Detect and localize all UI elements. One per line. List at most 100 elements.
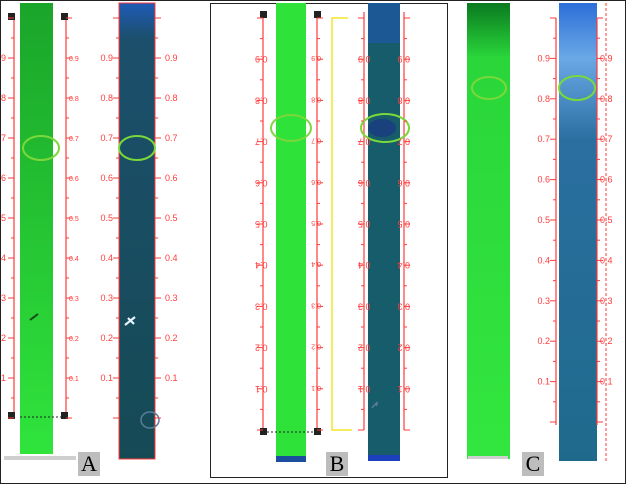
scale-label: 0.2	[600, 336, 613, 346]
scale-label: 0.1	[537, 377, 550, 387]
scale-label: 0.8	[358, 95, 371, 105]
scale-label: 0.2	[397, 343, 410, 353]
scale-label: 0.3	[600, 296, 613, 306]
scale-label: 0.4	[600, 255, 613, 265]
panel-label-c: C	[522, 452, 544, 476]
scale-label: 0.9	[69, 56, 79, 63]
scale-label: 0.6	[100, 173, 113, 183]
panel-b-spot-ring-green	[270, 114, 312, 142]
panel-c-spot-ring-uv	[558, 75, 596, 101]
scale-label: 0.4	[537, 255, 550, 265]
scale-label: 0.3	[537, 296, 550, 306]
panel-a-spot-ring-uv	[118, 135, 156, 161]
panel-c-strip-uv	[559, 3, 597, 461]
scale-label: 0.4	[69, 256, 79, 263]
scale-label: 0.4	[358, 260, 371, 270]
scale-label: 0.5	[397, 219, 410, 229]
scale-label: 0.2	[311, 343, 321, 350]
panel-b-spot-ring-uv	[360, 113, 410, 143]
scale-label: 0.7	[255, 137, 268, 147]
scale-label: 0.4	[100, 253, 113, 263]
scale-label: 0.3	[69, 296, 79, 303]
scale-label: 0.7	[311, 137, 321, 144]
scale-label: 0.8	[165, 93, 178, 103]
scale-label: 0.1	[100, 373, 113, 383]
panel-c-strip-green	[467, 3, 510, 459]
scale-label: 0.6	[311, 178, 321, 185]
scale-label: 0.3	[165, 293, 178, 303]
panel-c: 0.9 0.8 0.7 0.6 0.5 0.4 0.3 0.2 0.1 0.9 0.8 0.7 0.6 0…	[467, 3, 613, 461]
scale-label: 0.1	[397, 384, 410, 394]
scale-label: 0.7	[537, 134, 550, 144]
scale-label: 0.8	[0, 93, 6, 103]
scale-label: 0.3	[0, 293, 6, 303]
scale-label: 0.5	[537, 215, 550, 225]
panel-b-strip-green	[276, 3, 306, 461]
scale-label: 0.7	[100, 133, 113, 143]
scale-label: 0.4	[165, 253, 178, 263]
scale-label: 0.9	[537, 53, 550, 63]
panel-a-scales: 0.9 0.8 0.7 0.6 0.5 0.4 0.3 0.2 0.1 0.9 0.8 0.7 0.6 0…	[0, 17, 178, 419]
scale-label: 0.1	[255, 384, 268, 394]
scale-label: 0.5	[69, 216, 79, 223]
scale-label: 0.6	[537, 175, 550, 185]
scale-label: 0.2	[100, 333, 113, 343]
scale-label: 0.8	[537, 94, 550, 104]
panel-b-yellow-guide	[331, 17, 352, 431]
scale-label: 0.7	[69, 136, 79, 143]
scale-label: 0.4	[255, 260, 268, 270]
panel-b-strip-uv	[368, 3, 400, 461]
scale-label: 0.9	[600, 53, 613, 63]
scale-label: 0.1	[165, 373, 178, 383]
scale-label: 0.9	[255, 54, 268, 64]
scale-label: 0.9	[358, 54, 371, 64]
scale-label: 0.9	[100, 53, 113, 63]
scale-label: 0.6	[0, 173, 6, 183]
scale-label: 0.8	[255, 95, 268, 105]
scale-label: 0.5	[100, 213, 113, 223]
scale-label: 0.3	[255, 301, 268, 311]
scale-label: 0.6	[600, 175, 613, 185]
scale-label: 0.1	[0, 373, 6, 383]
scale-label: 0.2	[537, 336, 550, 346]
scale-label: 0.7	[165, 133, 178, 143]
scale-label: 0.3	[397, 301, 410, 311]
scale-label: 0.7	[600, 134, 613, 144]
scale-label: 0.2	[255, 343, 268, 353]
panel-label-b: B	[326, 452, 348, 476]
scale-label: 0.6	[358, 178, 371, 188]
panel-b-scales: 0.9 0.8 0.7 0.6 0.5 0.4 0.3 0.2 0.1 0.9 0.8 0.7 0.6 0…	[255, 17, 410, 431]
scale-label: 0.5	[358, 219, 371, 229]
scale-label: 0.5	[0, 213, 6, 223]
scale-label: 0.9	[311, 54, 321, 61]
panel-a-spot-ring-green	[22, 135, 60, 161]
scale-label: 0.2	[165, 333, 178, 343]
scale-label: 0.9	[397, 54, 410, 64]
scale-label: 0.4	[0, 253, 6, 263]
scale-label: 0.2	[69, 336, 79, 343]
scale-label: 0.8	[600, 94, 613, 104]
panel-b: 0.9 0.8 0.7 0.6 0.5 0.4 0.3 0.2 0.1 0.9 0.8 0.7 0.6 0…	[255, 3, 410, 462]
scale-label: 0.4	[397, 260, 410, 270]
scale-label: 0.1	[600, 377, 613, 387]
panel-a-strip-uv	[119, 3, 155, 459]
scale-label: 0.9	[165, 53, 178, 63]
panel-a: 0.9 0.8 0.7 0.6 0.5 0.4 0.3 0.2 0.1 0.9 0.8 0.7 0.6 0…	[0, 2, 178, 460]
scale-label: 0.8	[100, 93, 113, 103]
scale-label: 0.9	[0, 53, 6, 63]
scale-label: 0.5	[311, 219, 321, 226]
scale-label: 0.2	[0, 333, 6, 343]
scale-label: 0.6	[165, 173, 178, 183]
panel-c-spot-ring-green	[471, 76, 507, 100]
scale-label: 0.7	[397, 137, 410, 147]
scale-label: 0.1	[311, 384, 321, 391]
scale-label: 0.5	[165, 213, 178, 223]
scale-label: 0.8	[311, 95, 321, 102]
scale-label: 0.1	[69, 376, 79, 383]
scale-label: 0.6	[397, 178, 410, 188]
scale-label: 0.8	[69, 96, 79, 103]
scale-label: 0.3	[100, 293, 113, 303]
